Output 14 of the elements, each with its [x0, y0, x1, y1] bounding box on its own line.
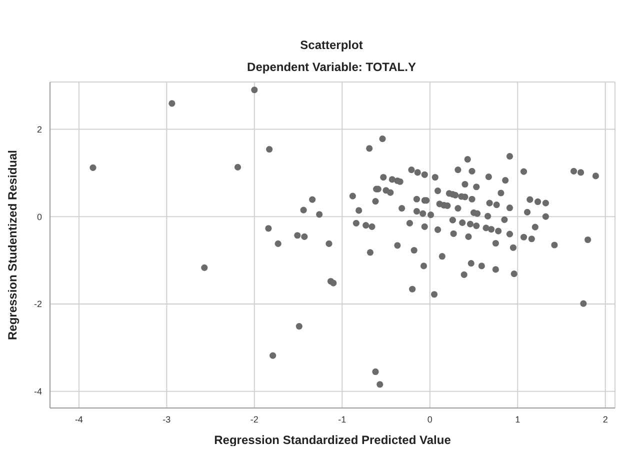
- y-tick-label: 2: [36, 124, 42, 134]
- x-tick-label: -3: [162, 414, 171, 424]
- chart-subtitle: Dependent Variable: TOTAL.Y: [246, 60, 417, 74]
- x-tick-label: -2: [250, 414, 258, 424]
- x-tick-label: -4: [74, 414, 83, 424]
- y-tick-label: 0: [36, 212, 42, 222]
- x-tick-label: -1: [338, 414, 346, 424]
- chart-title: Scatterplot: [299, 38, 364, 52]
- x-tick-label: 1: [515, 414, 520, 424]
- x-tick-label: 2: [602, 414, 608, 424]
- x-tick-label: 0: [427, 414, 432, 424]
- y-tick-label: -2: [34, 299, 42, 310]
- y-tick-label: -4: [34, 386, 42, 397]
- y-axis-title: Regression Studentized Residual: [5, 150, 20, 340]
